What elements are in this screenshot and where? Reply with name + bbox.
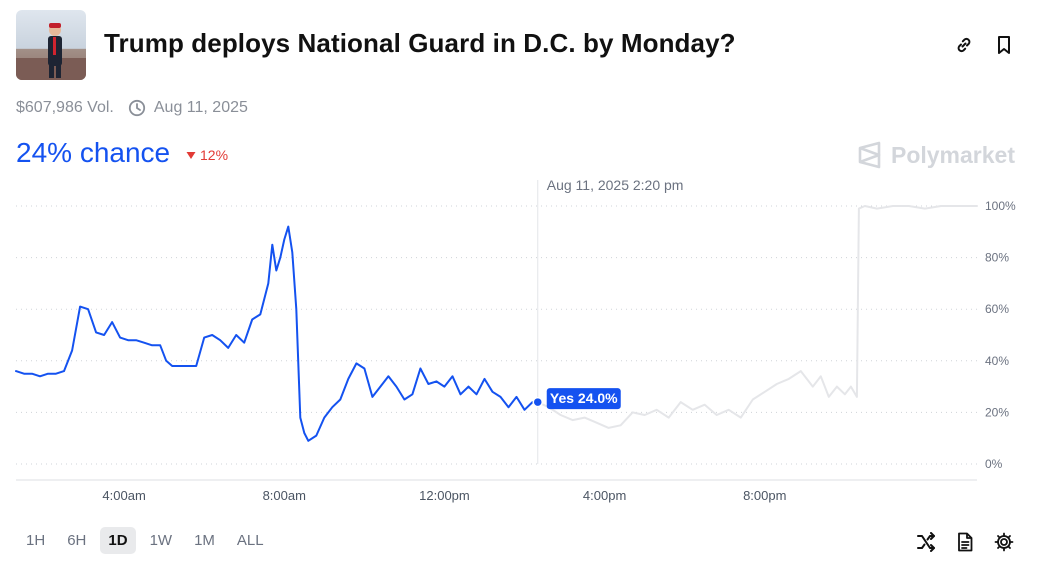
y-tick-label: 40% bbox=[985, 354, 1009, 368]
clock-icon bbox=[128, 99, 146, 117]
chance-delta-value: 12% bbox=[200, 147, 229, 163]
document-icon[interactable] bbox=[954, 531, 976, 553]
range-button-1w[interactable]: 1W bbox=[149, 532, 173, 549]
hover-time-label: Aug 11, 2025 2:20 pm bbox=[547, 177, 684, 193]
shuffle-icon[interactable] bbox=[915, 531, 937, 553]
x-tick-label: 4:00am bbox=[102, 488, 145, 503]
polymarket-watermark: Polymarket bbox=[857, 141, 1015, 169]
x-tick-label: 4:00pm bbox=[583, 488, 626, 503]
time-range-selector: 1H 6H 1D 1W 1M ALL bbox=[18, 527, 272, 554]
link-icon[interactable] bbox=[953, 34, 975, 56]
market-title: Trump deploys National Guard in D.C. by … bbox=[104, 28, 736, 58]
y-tick-label: 20% bbox=[985, 405, 1009, 419]
range-button-all[interactable]: ALL bbox=[236, 532, 264, 549]
brand-name: Polymarket bbox=[890, 141, 1015, 168]
series-line-forward bbox=[536, 205, 978, 429]
market-thumbnail-photo-icon bbox=[16, 23, 86, 80]
settings-gear-icon[interactable] bbox=[993, 531, 1015, 553]
volume-text: $607,986 Vol. bbox=[16, 99, 114, 116]
y-tick-label: 80% bbox=[985, 251, 1009, 265]
chance-delta-badge: 12% bbox=[186, 147, 228, 163]
hover-point[interactable] bbox=[532, 396, 543, 408]
price-history-chart[interactable]: 100% 80% 60% 40% 20% 0% 4:00am 8:00am 12:00pm 4:0… bbox=[0, 172, 1043, 512]
chance-percentage: 24% chance bbox=[16, 137, 171, 168]
range-button-1d[interactable]: 1D bbox=[100, 527, 136, 554]
hover-tooltip-bg bbox=[546, 388, 621, 410]
x-tick-label: 8:00am bbox=[263, 488, 306, 503]
market-thumbnail bbox=[16, 10, 86, 80]
range-button-1h[interactable]: 1H bbox=[26, 532, 46, 549]
series-line-yes bbox=[15, 225, 539, 442]
end-date-text: Aug 11, 2025 bbox=[153, 99, 248, 116]
y-tick-label: 0% bbox=[985, 457, 1003, 471]
x-tick-label: 12:00pm bbox=[419, 488, 470, 503]
y-tick-label: 60% bbox=[985, 302, 1009, 316]
down-triangle-icon bbox=[186, 151, 196, 159]
y-tick-label: 100% bbox=[985, 199, 1016, 213]
polymarket-logo-icon bbox=[858, 141, 881, 169]
range-button-1m[interactable]: 1M bbox=[194, 532, 215, 549]
bookmark-icon[interactable] bbox=[993, 34, 1015, 56]
hover-tooltip-label: Yes 24.0% bbox=[550, 390, 618, 406]
range-button-6h[interactable]: 6H bbox=[67, 532, 87, 549]
market-meta: $607,986 Vol. Aug 11, 2025 bbox=[16, 99, 248, 117]
x-tick-label: 8:00pm bbox=[743, 488, 786, 503]
